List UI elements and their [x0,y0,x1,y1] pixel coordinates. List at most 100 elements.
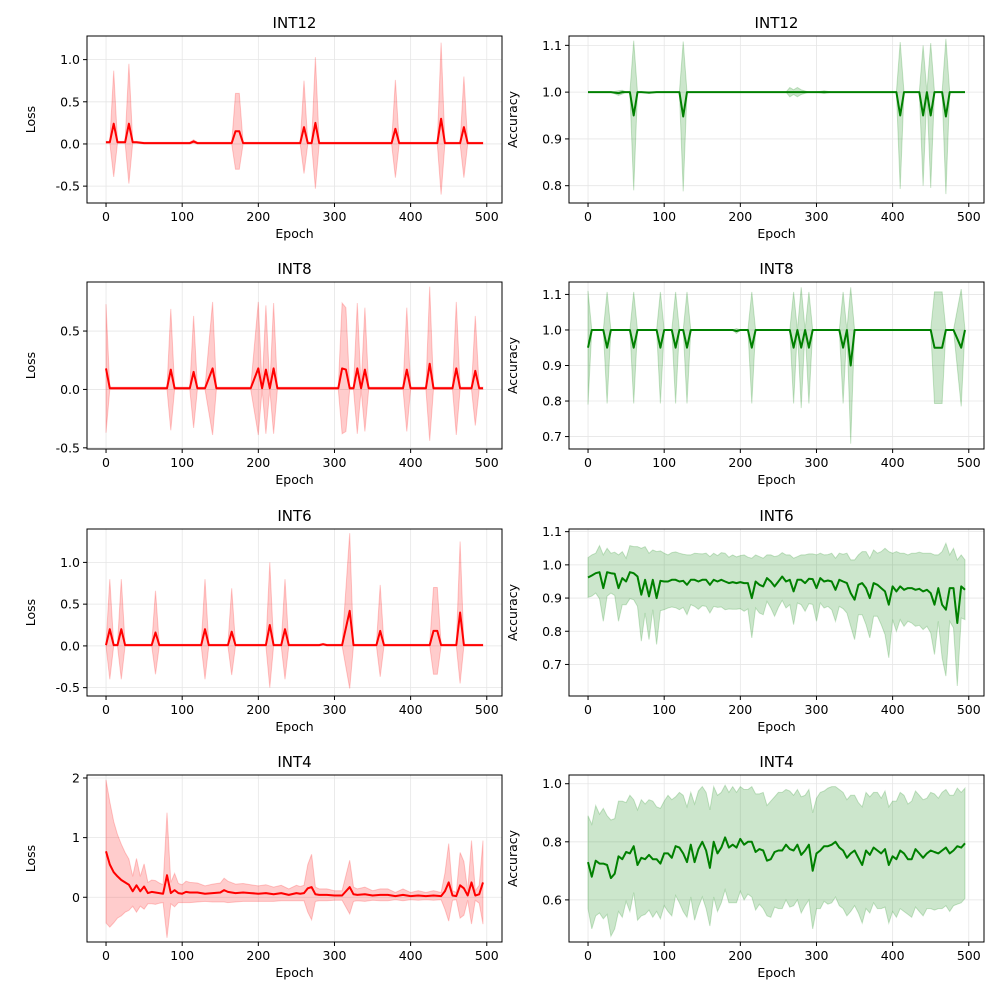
x-tick-label: 100 [170,455,194,470]
subplot-4: 0 100 200 300 400 500 0.7 0.8 0.9 1.0 1.1 INT8 Epoch… [505,260,985,487]
y-tick-label: 1.1 [542,38,562,53]
subplot-3: 0 100 200 300 400 500 -0.5 0.0 0.5 INT8 Epoch Loss [23,260,503,487]
std-band [105,533,484,689]
x-tick-label: 0 [102,702,110,717]
x-tick-label: 100 [652,948,676,963]
x-tick-label: 300 [323,948,347,963]
y-axis-label: Accuracy [505,829,520,887]
x-tick-label: 0 [584,455,592,470]
x-tick-label: 500 [957,948,981,963]
x-tick-label: 0 [584,702,592,717]
y-tick-label: 0.5 [60,597,80,612]
x-axis-label: Epoch [275,226,313,241]
axes-frame [568,35,985,204]
subplot-7: 0 100 200 300 400 500 0 1 2 INT4 Epoch Loss [23,753,503,980]
axes-frame [568,528,985,697]
subplot-title: INT6 [759,507,793,525]
x-tick-label: 100 [652,455,676,470]
x-tick-label: 500 [957,209,981,224]
y-tick-label: 1.0 [60,52,80,67]
std-band [587,541,966,687]
x-tick-label: 400 [881,948,905,963]
x-tick-label: 100 [652,702,676,717]
x-tick-label: 400 [881,702,905,717]
x-tick-label: 0 [584,948,592,963]
y-tick-label: -0.5 [56,179,80,194]
subplot-title: INT6 [277,507,311,525]
x-tick-label: 400 [881,209,905,224]
mean-line [588,91,965,118]
y-tick-label: 0.9 [542,131,562,146]
x-tick-label: 200 [246,455,270,470]
x-tick-label: 300 [805,702,829,717]
y-tick-label: 0.7 [542,429,562,444]
x-tick-label: 100 [652,209,676,224]
y-axis-label: Loss [23,352,38,379]
x-tick-label: 200 [246,209,270,224]
mean-line [587,836,966,880]
y-tick-label: 1.1 [542,287,562,302]
y-tick-label: 0.9 [542,358,562,373]
y-tick-label: 0.8 [542,178,562,193]
subplot-title: INT8 [277,260,311,278]
axes-frame [86,281,503,450]
x-tick-label: 0 [102,455,110,470]
y-tick-label: 0.7 [542,657,562,672]
x-tick-label: 0 [584,209,592,224]
axes-frame [86,774,503,943]
y-tick-label: 2 [72,770,80,785]
x-tick-label: 200 [728,702,752,717]
x-tick-label: 400 [399,702,423,717]
y-tick-label: 0.6 [542,892,562,907]
x-tick-label: 400 [881,455,905,470]
x-tick-label: 100 [170,702,194,717]
x-tick-label: 200 [246,702,270,717]
y-axis-label: Accuracy [505,336,520,394]
x-tick-label: 200 [728,455,752,470]
x-tick-label: 100 [170,209,194,224]
x-tick-label: 300 [805,948,829,963]
y-tick-label: 1.0 [542,776,562,791]
subplot-6: 0 100 200 300 400 500 0.7 0.8 0.9 1.0 1.1 INT6 Epoch… [505,507,985,734]
std-band [587,784,966,938]
x-tick-label: 400 [399,455,423,470]
mean-line [587,571,966,624]
subplot-title: INT8 [759,260,793,278]
y-tick-label: 0.8 [542,394,562,409]
subplot-title: INT4 [759,753,793,771]
mean-line [105,362,483,390]
y-tick-label: 0.5 [60,94,80,109]
y-axis-label: Loss [23,106,38,133]
x-tick-label: 300 [805,455,829,470]
y-tick-label: 1.0 [542,85,562,100]
subplot-5: 0 100 200 300 400 500 -0.5 0.0 0.5 1.0 INT6 Epoch Lo… [23,507,503,734]
mean-line [105,609,483,647]
subplot-title: INT12 [755,14,799,32]
y-tick-label: -0.5 [56,440,80,455]
axes-frame [568,774,985,943]
y-tick-label: 0.5 [60,324,80,339]
y-tick-label: 0.0 [60,382,80,397]
y-tick-label: 1.1 [542,524,562,539]
mean-line [106,117,483,145]
subplot-1: 0 100 200 300 400 500 -0.5 0.0 0.5 1.0 INT12 Epoch L… [23,14,503,241]
x-tick-label: 500 [475,209,499,224]
subplot-8: 0 100 200 300 400 500 0.6 0.8 1.0 INT4 Epoch Accura… [505,753,985,980]
x-tick-label: 300 [323,455,347,470]
x-axis-label: Epoch [757,719,795,734]
x-tick-label: 500 [957,455,981,470]
y-axis-label: Loss [23,599,38,626]
x-tick-label: 400 [399,948,423,963]
x-tick-label: 300 [323,702,347,717]
y-tick-label: 1.0 [542,322,562,337]
x-axis-label: Epoch [275,472,313,487]
x-axis-label: Epoch [757,472,795,487]
y-axis-label: Loss [23,845,38,872]
axes-frame [86,35,503,204]
x-tick-label: 500 [475,702,499,717]
mean-line [587,329,966,367]
y-tick-label: 0.9 [542,591,562,606]
y-tick-label: 0.8 [542,834,562,849]
x-axis-label: Epoch [757,226,795,241]
